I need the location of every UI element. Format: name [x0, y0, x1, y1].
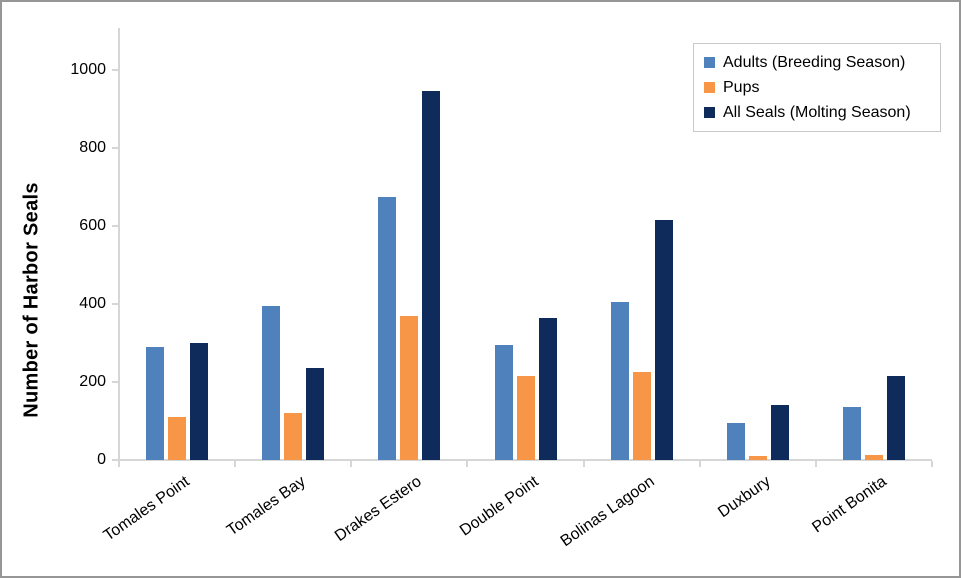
legend-item: All Seals (Molting Season)	[704, 100, 930, 125]
y-axis-line	[118, 28, 120, 460]
x-tick-mark	[350, 461, 353, 467]
legend: Adults (Breeding Season) Pups All Seals (M…	[693, 43, 941, 132]
legend-swatch-icon	[704, 57, 715, 68]
bar-tomales-point-series-0	[146, 347, 164, 460]
y-tick-mark	[112, 381, 119, 383]
x-tick-mark	[118, 461, 120, 467]
bar-tomales-bay-series-1	[284, 413, 302, 460]
bar-drakes-estero-series-1	[400, 316, 418, 460]
x-tick-mark	[814, 461, 817, 467]
x-tick-mark	[466, 461, 469, 467]
legend-swatch-icon	[704, 107, 715, 118]
bar-duxbury-series-2	[771, 405, 789, 460]
x-tick-mark	[931, 461, 933, 467]
y-tick-label: 200	[79, 373, 106, 390]
x-tick-mark	[698, 461, 701, 467]
bar-tomales-bay-series-2	[306, 368, 324, 460]
y-tick-mark	[112, 147, 119, 149]
y-tick-mark	[112, 225, 119, 227]
bar-point-bonita-series-0	[843, 407, 861, 460]
bar-duxbury-series-0	[727, 423, 745, 460]
bar-drakes-estero-series-2	[422, 91, 440, 460]
bar-bolinas-lagoon-series-2	[655, 220, 673, 460]
bar-tomales-point-series-2	[190, 343, 208, 460]
bar-point-bonita-series-1	[865, 455, 883, 460]
y-tick-label: 800	[79, 139, 106, 156]
legend-swatch-icon	[704, 82, 715, 93]
legend-item: Adults (Breeding Season)	[704, 50, 930, 75]
y-tick-label: 1000	[70, 61, 106, 78]
bar-double-point-series-0	[495, 345, 513, 460]
bar-tomales-bay-series-0	[262, 306, 280, 460]
y-axis-title: Number of Harbor Seals	[20, 182, 43, 418]
bar-duxbury-series-1	[749, 456, 767, 460]
bar-double-point-series-2	[539, 318, 557, 460]
y-tick-label: 600	[79, 217, 106, 234]
legend-item: Pups	[704, 75, 930, 100]
bar-drakes-estero-series-0	[378, 197, 396, 460]
x-tick-mark	[234, 461, 237, 467]
y-tick-mark	[112, 303, 119, 305]
x-category-label: Tomales Point	[100, 473, 193, 545]
x-tick-mark	[582, 461, 585, 467]
y-tick-mark	[112, 459, 119, 461]
bar-bolinas-lagoon-series-1	[633, 372, 651, 460]
legend-label: Adults (Breeding Season)	[723, 53, 906, 71]
bar-point-bonita-series-2	[887, 376, 905, 460]
x-axis-line	[118, 459, 932, 461]
y-tick-label: 400	[79, 295, 106, 312]
legend-label: Pups	[723, 78, 760, 96]
bar-tomales-point-series-1	[168, 417, 186, 460]
legend-label: All Seals (Molting Season)	[723, 103, 911, 121]
y-tick-mark	[112, 69, 119, 71]
bar-bolinas-lagoon-series-0	[611, 302, 629, 460]
bar-double-point-series-1	[517, 376, 535, 460]
y-tick-label: 0	[97, 451, 106, 468]
